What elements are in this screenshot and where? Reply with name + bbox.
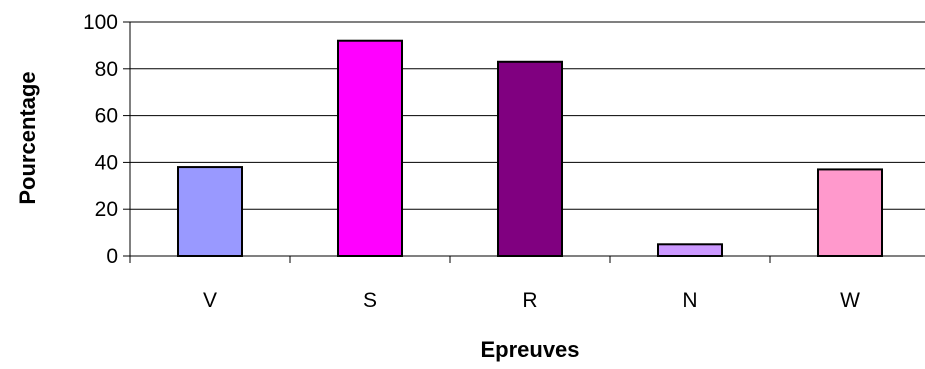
y-tick-label-20: 20 [95,198,118,221]
y-axis-title: Pourcentage [15,71,40,204]
y-tick-label-100: 100 [83,11,118,34]
x-axis-title: Epreuves [480,337,579,362]
bar-V [177,166,243,257]
axes [123,21,925,263]
bar-R [497,60,563,257]
bar-S [337,39,403,257]
bar-W [817,168,883,257]
x-tick-label-S: S [363,289,377,312]
x-tick-label-V: V [203,289,217,312]
x-tick-label-N: N [682,289,697,312]
y-tick-label-80: 80 [95,58,118,81]
x-tick-label-R: R [522,289,537,312]
x-tick-label-W: W [840,289,860,312]
tick-labels: 0 20 40 60 80 100 V S R N W [83,11,860,312]
bar-N [657,243,723,258]
y-tick-label-0: 0 [106,245,118,268]
y-tick-label-60: 60 [95,105,118,128]
y-tick-label-40: 40 [95,151,118,174]
bars [177,39,883,258]
